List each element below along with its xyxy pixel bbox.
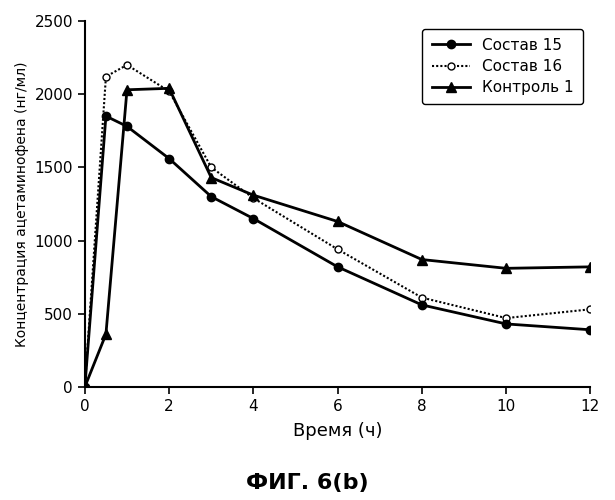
- Line: Состав 15: Состав 15: [81, 112, 595, 391]
- Контроль 1: [165, 86, 173, 91]
- Состав 15: [102, 113, 109, 119]
- Состав 16: [123, 62, 130, 68]
- Состав 15: [123, 124, 130, 130]
- Состав 16: [418, 294, 426, 300]
- Состав 16: [207, 164, 215, 170]
- Контроль 1: [207, 174, 215, 180]
- Контроль 1: [81, 384, 89, 390]
- Состав 16: [502, 315, 510, 321]
- Состав 15: [207, 194, 215, 200]
- Состав 16: [81, 384, 89, 390]
- Состав 16: [165, 88, 173, 94]
- Text: ФИГ. 6(b): ФИГ. 6(b): [246, 472, 369, 492]
- Контроль 1: [418, 256, 426, 262]
- Состав 15: [250, 216, 257, 222]
- X-axis label: Время (ч): Время (ч): [293, 422, 383, 440]
- Состав 15: [418, 302, 426, 308]
- Контроль 1: [502, 266, 510, 272]
- Состав 15: [165, 156, 173, 162]
- Контроль 1: [123, 87, 130, 93]
- Line: Состав 16: Состав 16: [81, 62, 594, 390]
- Состав 16: [334, 246, 341, 252]
- Контроль 1: [102, 331, 109, 337]
- Состав 15: [81, 384, 89, 390]
- Состав 15: [587, 327, 594, 333]
- Состав 15: [334, 264, 341, 270]
- Контроль 1: [587, 264, 594, 270]
- Line: Контроль 1: Контроль 1: [80, 84, 595, 392]
- Legend: Состав 15, Состав 16, Контроль 1: Состав 15, Состав 16, Контроль 1: [423, 28, 583, 104]
- Контроль 1: [250, 192, 257, 198]
- Состав 16: [250, 195, 257, 201]
- Состав 16: [587, 306, 594, 312]
- Контроль 1: [334, 218, 341, 224]
- Состав 15: [502, 321, 510, 327]
- Y-axis label: Концентрация ацетаминофена (нг/мл): Концентрация ацетаминофена (нг/мл): [15, 61, 29, 346]
- Состав 16: [102, 74, 109, 80]
